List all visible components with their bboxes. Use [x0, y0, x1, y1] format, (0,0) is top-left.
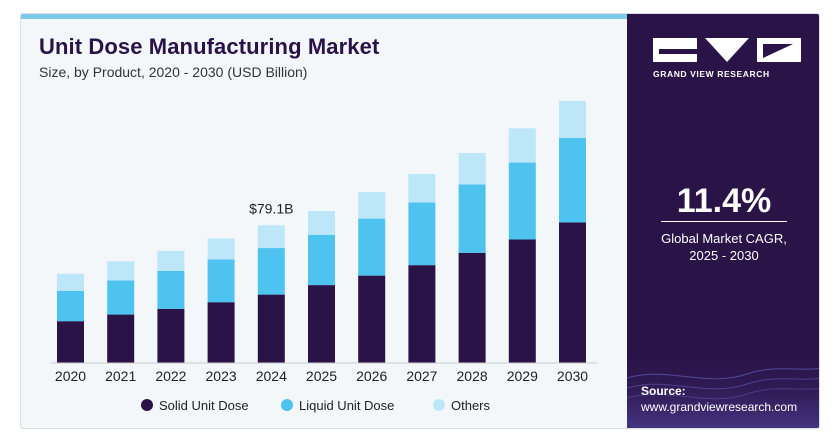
legend-label-others: Others: [451, 398, 491, 413]
bar-others-2029: [508, 128, 536, 163]
bar-others-2024: [257, 225, 285, 249]
x-tick-label-2026: 2026: [356, 368, 387, 384]
bar-solid-unit-dose-2029: [508, 239, 536, 363]
bar-solid-unit-dose-2022: [157, 308, 185, 363]
bar-liquid-unit-dose-2023: [207, 259, 235, 303]
bar-others-2027: [408, 173, 436, 203]
bar-others-2021: [107, 261, 135, 281]
accent-bar: [21, 14, 627, 19]
bar-liquid-unit-dose-2027: [408, 202, 436, 266]
source-label: Source:: [641, 384, 686, 398]
legend-swatch-liquid-unit-dose: [281, 399, 293, 411]
legend-swatch-solid-unit-dose: [141, 399, 153, 411]
bar-liquid-unit-dose-2021: [107, 280, 135, 315]
bar-solid-unit-dose-2020: [57, 321, 84, 363]
cagr-label: Global Market CAGR, 2025 - 2030: [627, 230, 819, 264]
bar-others-2026: [358, 192, 386, 219]
chart-card: Unit Dose Manufacturing Market Size, by …: [20, 13, 820, 429]
cagr-divider: [661, 221, 787, 222]
legend-label-solid-unit-dose: Solid Unit Dose: [159, 398, 249, 413]
bar-liquid-unit-dose-2030: [559, 137, 586, 223]
chart-title: Unit Dose Manufacturing Market: [39, 34, 380, 59]
bar-liquid-unit-dose-2024: [257, 248, 285, 295]
bar-solid-unit-dose-2026: [358, 275, 386, 363]
x-tick-label-2029: 2029: [507, 368, 538, 384]
x-tick-label-2024: 2024: [256, 368, 287, 384]
data-label-2024: $79.1B: [249, 200, 293, 216]
bar-others-2028: [458, 153, 486, 185]
x-tick-label-2021: 2021: [105, 368, 136, 384]
legend-label-liquid-unit-dose: Liquid Unit Dose: [299, 398, 394, 413]
bar-solid-unit-dose-2025: [308, 285, 335, 363]
side-panel: GRAND VIEW RESEARCH 11.4% Global Market …: [627, 14, 819, 428]
brand-logo: GRAND VIEW RESEARCH: [653, 36, 801, 92]
x-tick-label-2023: 2023: [206, 368, 237, 384]
bar-solid-unit-dose-2028: [458, 252, 486, 363]
x-tick-label-2022: 2022: [155, 368, 186, 384]
bar-liquid-unit-dose-2020: [57, 290, 84, 322]
bar-liquid-unit-dose-2026: [358, 218, 386, 276]
bar-others-2025: [308, 211, 335, 235]
cagr-value: 11.4%: [676, 182, 772, 220]
bar-chart: 2020 2021 2022 2023 2024 2025 2026 2027 2028 2029…: [51, 100, 597, 413]
cagr-label-line2: 2025 - 2030: [689, 248, 759, 263]
cagr-label-line1: Global Market CAGR,: [661, 231, 787, 246]
brand-logo-icon: [653, 38, 801, 62]
x-tick-label-2020: 2020: [55, 368, 86, 384]
bar-solid-unit-dose-2023: [207, 302, 235, 363]
bar-others-2020: [57, 273, 84, 291]
x-tick-label-2028: 2028: [457, 368, 488, 384]
x-tick-label-2030: 2030: [557, 368, 588, 384]
chart-subtitle: Size, by Product, 2020 - 2030 (USD Billi…: [39, 64, 308, 80]
x-tick-label-2027: 2027: [406, 368, 437, 384]
brand-name: GRAND VIEW RESEARCH: [653, 69, 770, 79]
bar-solid-unit-dose-2030: [559, 222, 586, 363]
bar-others-2022: [157, 250, 185, 271]
bar-liquid-unit-dose-2025: [308, 234, 335, 286]
bar-solid-unit-dose-2024: [257, 294, 285, 363]
bar-liquid-unit-dose-2029: [508, 162, 536, 240]
bar-others-2030: [559, 100, 586, 138]
bar-liquid-unit-dose-2022: [157, 270, 185, 309]
legend-swatch-others: [433, 399, 445, 411]
x-tick-label-2025: 2025: [306, 368, 337, 384]
source-url[interactable]: www.grandviewresearch.com: [641, 400, 798, 414]
bar-others-2023: [207, 238, 235, 260]
decorative-wave-pattern: [627, 348, 819, 428]
bar-liquid-unit-dose-2028: [458, 184, 486, 253]
bar-solid-unit-dose-2021: [107, 314, 135, 363]
bar-solid-unit-dose-2027: [408, 265, 436, 363]
